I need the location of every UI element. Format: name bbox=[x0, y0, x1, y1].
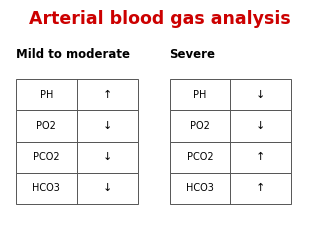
Text: ↑: ↑ bbox=[102, 90, 112, 100]
Text: PCO2: PCO2 bbox=[33, 152, 60, 162]
Text: ↓: ↓ bbox=[256, 121, 266, 131]
Text: ↓: ↓ bbox=[256, 90, 266, 100]
Bar bbox=[16, 79, 138, 110]
Text: ↓: ↓ bbox=[102, 152, 112, 162]
Bar bbox=[16, 142, 138, 173]
Bar bbox=[170, 142, 291, 173]
Text: PH: PH bbox=[40, 90, 53, 100]
Text: Arterial blood gas analysis: Arterial blood gas analysis bbox=[29, 10, 291, 28]
Text: PO2: PO2 bbox=[36, 121, 56, 131]
Text: HCO3: HCO3 bbox=[186, 183, 214, 193]
Text: Mild to moderate: Mild to moderate bbox=[16, 48, 130, 61]
Text: ↑: ↑ bbox=[256, 183, 266, 193]
Text: ↑: ↑ bbox=[256, 152, 266, 162]
Bar bbox=[170, 110, 291, 142]
Text: PO2: PO2 bbox=[190, 121, 210, 131]
Bar bbox=[170, 79, 291, 110]
Text: ↓: ↓ bbox=[102, 121, 112, 131]
Text: HCO3: HCO3 bbox=[32, 183, 60, 193]
Text: ↓: ↓ bbox=[102, 183, 112, 193]
Text: PH: PH bbox=[193, 90, 207, 100]
Text: Severe: Severe bbox=[170, 48, 216, 61]
Bar bbox=[16, 173, 138, 204]
Bar bbox=[170, 173, 291, 204]
Bar bbox=[16, 110, 138, 142]
Text: PCO2: PCO2 bbox=[187, 152, 213, 162]
